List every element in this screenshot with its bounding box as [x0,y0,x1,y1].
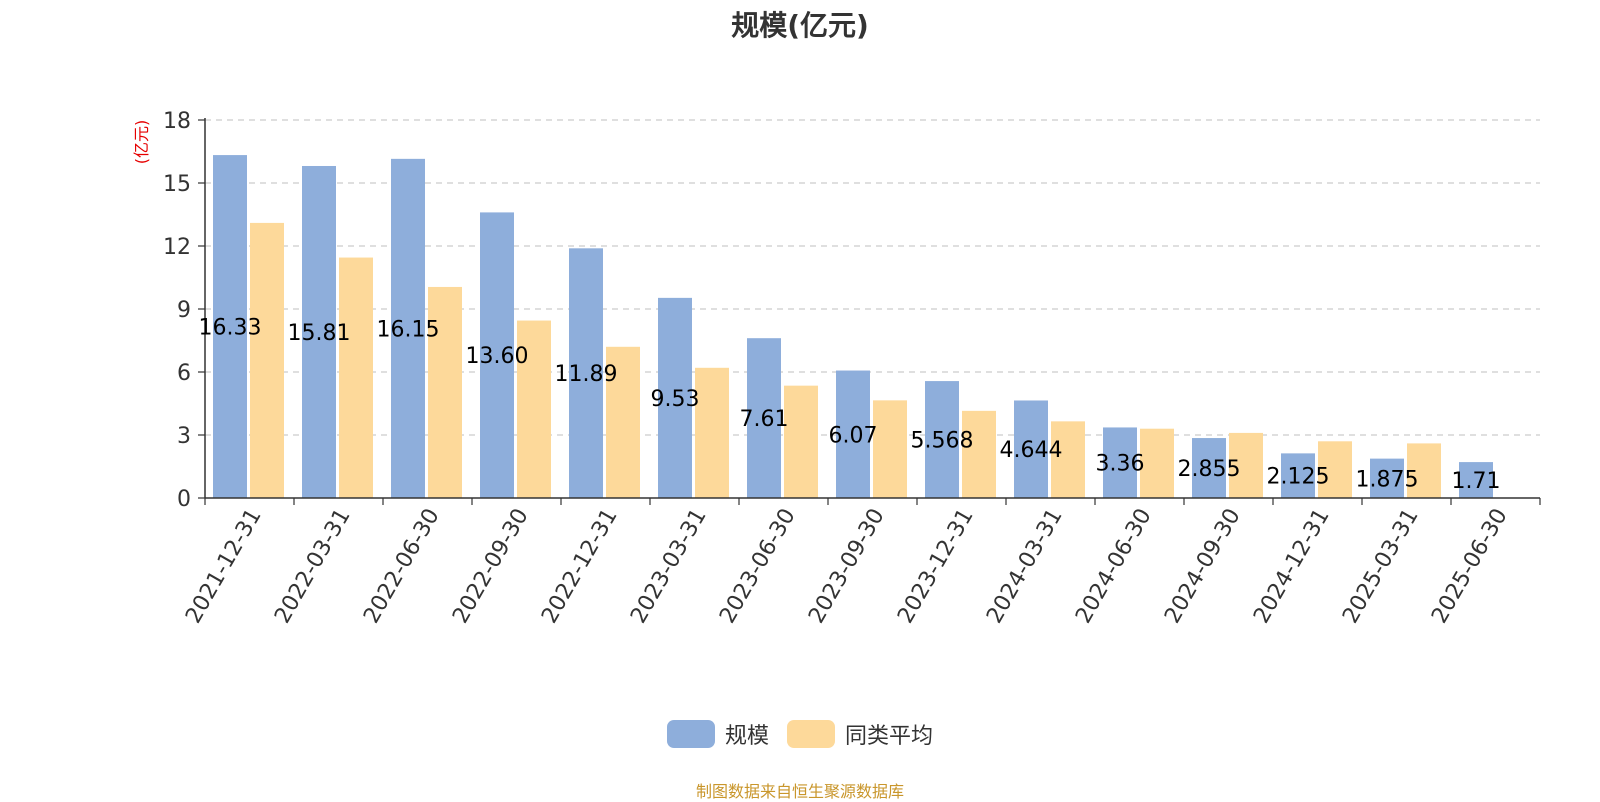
legend: 规模 同类平均 [0,718,1600,750]
y-tick-label: 3 [177,424,191,449]
x-tick-label: 2023-09-30 [804,505,890,628]
x-tick-label: 2025-06-30 [1427,505,1513,628]
data-label-scale: 13.60 [466,344,529,369]
legend-swatch-peer-average [787,720,835,748]
bar-peer-average[interactable] [1229,432,1263,498]
legend-item-peer-average[interactable]: 同类平均 [787,718,933,750]
legend-label-peer-average: 同类平均 [845,724,934,749]
x-tick-label: 2022-06-30 [359,505,445,628]
data-label-scale: 1.71 [1452,469,1501,494]
data-label-scale: 7.61 [740,407,789,432]
bar-scale[interactable] [480,212,514,498]
bar-peer-average[interactable] [517,320,551,498]
data-label-scale: 15.81 [288,321,351,346]
x-tick-label: 2024-06-30 [1071,505,1157,628]
y-tick-label: 18 [163,109,191,134]
x-tick-label: 2023-06-30 [715,505,801,628]
bar-peer-average[interactable] [428,286,462,498]
bar-scale[interactable] [925,381,959,498]
bar-scale[interactable] [1014,400,1048,498]
bar-scale[interactable] [213,155,247,498]
y-tick-label: 12 [163,235,191,260]
data-label-scale: 2.125 [1267,465,1330,490]
y-axis-title: (亿元) [132,120,151,165]
data-label-scale: 9.53 [651,387,700,412]
data-label-scale: 4.644 [1000,438,1063,463]
x-tick-label: 2023-12-31 [893,505,979,628]
legend-label-scale: 规模 [724,724,769,749]
bar-peer-average[interactable] [1051,421,1085,498]
legend-swatch-scale [666,720,715,748]
bar-peer-average[interactable] [1407,443,1441,498]
x-tick-label: 2022-09-30 [448,505,534,628]
legend-item-scale[interactable]: 规模 [666,718,769,750]
bar-peer-average[interactable] [873,400,907,498]
data-label-scale: 2.855 [1178,457,1241,482]
bar-peer-average[interactable] [606,346,640,498]
data-label-scale: 5.568 [911,429,974,454]
bar-peer-average[interactable] [1318,441,1352,498]
grid-lines [205,119,1540,436]
y-tick-label: 9 [177,298,191,323]
bar-scale[interactable] [1370,458,1404,498]
bar-scale[interactable] [1192,438,1226,498]
source-note: 制图数据来自恒生聚源数据库 [695,782,904,801]
bar-scale[interactable] [747,338,781,498]
y-tick-label: 15 [163,172,191,197]
x-tick-label: 2022-12-31 [537,505,623,628]
bar-scale[interactable] [1459,462,1493,498]
bar-peer-average[interactable] [339,257,373,498]
bar-scale[interactable] [569,248,603,498]
bar-scale[interactable] [302,165,336,499]
bar-peer-average[interactable] [695,367,729,498]
x-tick-label: 2023-03-31 [626,505,712,628]
bar-scale[interactable] [1281,453,1315,498]
bar-peer-average[interactable] [250,222,284,498]
x-tick-label: 2021-12-31 [181,505,267,628]
data-label-scale: 3.36 [1096,452,1145,477]
y-tick-label: 6 [177,361,191,386]
data-label-scale: 16.15 [377,317,440,342]
bar-peer-average[interactable] [1140,428,1174,498]
x-tick-label: 2025-03-31 [1338,505,1424,628]
x-tick-label: 2024-12-31 [1249,505,1335,628]
data-label-scale: 6.07 [829,423,878,448]
data-label-scale: 16.33 [199,316,262,341]
bar-scale[interactable] [1103,427,1137,498]
bar-scale[interactable] [658,297,692,498]
bars [213,155,1493,499]
bar-peer-average[interactable] [962,410,996,498]
x-tick-label: 2024-03-31 [982,505,1068,628]
data-labels: 16.33 15.81 16.15 13.60 11.89 9.53 7.61 6.07 5.5… [199,316,1501,495]
data-label-scale: 11.89 [555,362,618,387]
x-tick-label: 2024-09-30 [1160,505,1246,628]
data-label-scale: 1.875 [1356,467,1419,492]
bar-peer-average[interactable] [784,385,818,498]
x-tick-label: 2022-03-31 [270,505,356,628]
bar-scale[interactable] [836,370,870,498]
chart-title: 规模(亿元) [731,9,869,42]
bar-scale[interactable] [391,158,425,498]
y-tick-label: 0 [177,487,191,512]
